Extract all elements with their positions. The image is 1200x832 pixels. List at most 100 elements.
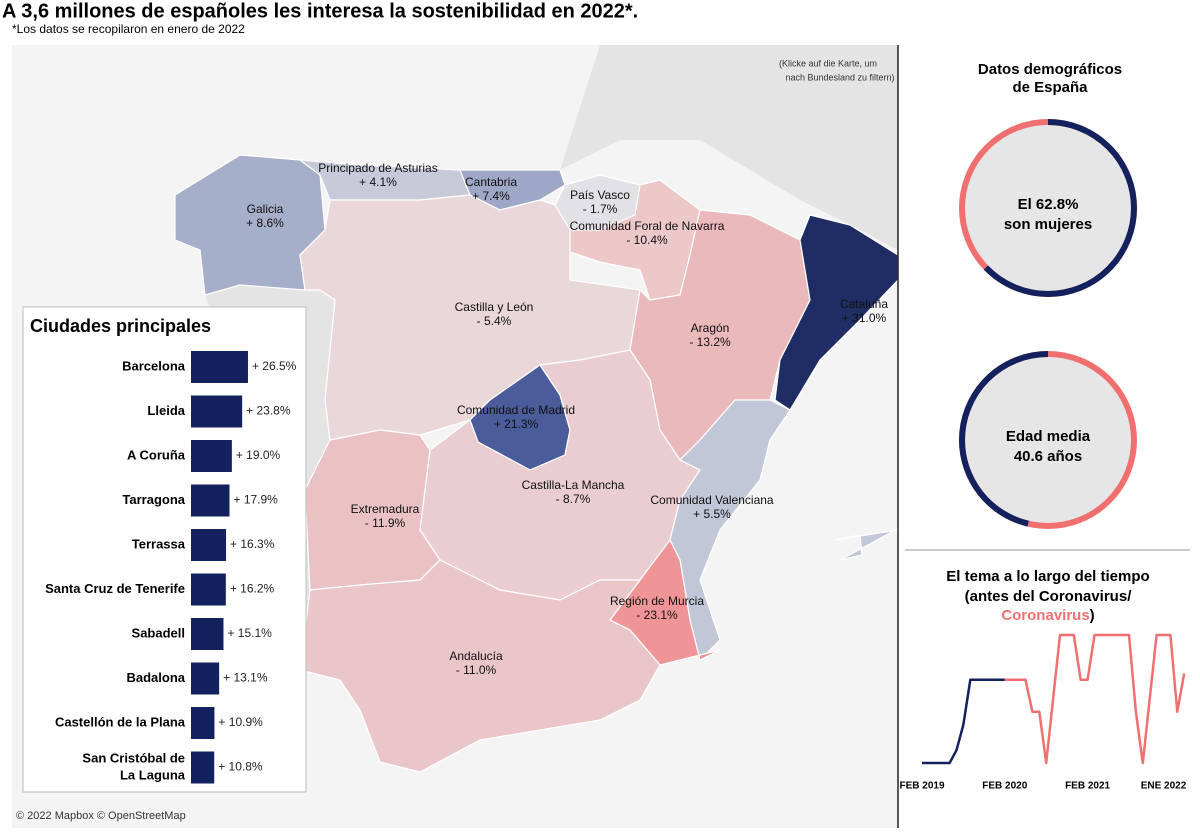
region-value: + 21.3%	[494, 417, 539, 431]
region-name: Cantabria	[465, 175, 517, 189]
bar	[191, 751, 215, 784]
bar	[191, 618, 224, 650]
panel	[22, 306, 307, 793]
bar	[191, 351, 248, 383]
region-value: + 4.1%	[359, 175, 397, 189]
x-tick-label: FEB 2020	[982, 781, 1027, 792]
subtitle: *Los datos se recopilaron en enero de 20…	[12, 22, 245, 36]
region-value: + 31.0%	[842, 311, 887, 325]
value-label: + 17.9%	[233, 493, 278, 507]
bar	[191, 529, 227, 561]
donut-text: Edad media	[1006, 428, 1091, 445]
region-value: + 8.6%	[246, 216, 284, 230]
region[interactable]	[299, 559, 661, 773]
attribution: © 2022 Mapbox © OpenStreetMap	[16, 810, 186, 822]
chart-title: El tema a lo largo del tiempo	[946, 568, 1149, 585]
legend: Coronavirus)	[1001, 607, 1094, 624]
value-label: + 19.0%	[236, 448, 281, 462]
donut-text: 40.6 años	[1014, 448, 1082, 465]
line	[922, 678, 1005, 765]
legend: (antes del Coronavirus/	[965, 588, 1133, 605]
value-label: + 10.8%	[218, 760, 263, 774]
legend-entry: Coronavirus	[1001, 607, 1089, 624]
region-name: País Vasco	[570, 188, 630, 202]
value-label: + 16.3%	[230, 537, 275, 551]
title: A 3,6 millones de españoles les interesa…	[2, 0, 638, 22]
city-label: Lleida	[147, 403, 185, 418]
city-label: Castellón de la Plana	[55, 714, 186, 729]
bar	[191, 395, 243, 428]
line	[1004, 633, 1186, 765]
donut	[959, 119, 1137, 297]
region-labels: Galicia+ 8.6% Principado de Asturias+ 4.1…	[246, 161, 973, 677]
region-name: Castilla y León	[455, 300, 534, 314]
value-label: + 16.2%	[230, 582, 275, 596]
bar	[191, 440, 232, 472]
panel-title: Ciudades principales	[30, 316, 211, 336]
ring	[959, 351, 1137, 529]
legend-punct: )	[1090, 607, 1095, 624]
timeline: FEB 2019 FEB 2020 FEB 2021 ENE 2022	[899, 633, 1187, 792]
region-value: - 11.9%	[365, 516, 406, 530]
region[interactable]	[669, 399, 791, 662]
city-label: Santa Cruz de Tenerife	[45, 581, 185, 596]
value-label: + 10.9%	[218, 715, 263, 729]
city-label: Tarragona	[122, 492, 185, 507]
value-label: + 23.8%	[246, 404, 291, 418]
x-tick-label: FEB 2021	[1065, 781, 1110, 792]
city-label: A Coruña	[127, 447, 186, 462]
region-value: - 13.2%	[689, 335, 731, 349]
region-value: - 1.7%	[583, 202, 618, 216]
regions	[174, 154, 976, 773]
region-value: - 10.4%	[626, 233, 668, 247]
donut-text: El 62.8%	[1018, 196, 1079, 213]
value-label: + 15.1%	[227, 626, 272, 640]
region-value: - 23.1%	[636, 608, 678, 622]
x-tick-label: ENE 2022	[1141, 781, 1187, 792]
bar	[191, 484, 230, 517]
donut-segment	[959, 119, 1137, 297]
region-name: Comunidad de Madrid	[457, 403, 575, 417]
legend-punct: (	[965, 588, 970, 605]
city-label: Badalona	[126, 670, 185, 685]
region[interactable]	[774, 214, 899, 411]
cities-panel: Ciudades principales Barcelona + 26.5% Lle…	[22, 306, 307, 793]
region-value: + 5.5%	[693, 507, 731, 521]
region-name: Región de Murcia	[610, 594, 704, 608]
bar	[191, 573, 226, 606]
legend-punct: /	[1127, 588, 1132, 605]
city-label: San Cristóbal de La Laguna	[82, 751, 185, 783]
region-value: - 8.7%	[556, 492, 591, 506]
region-name: Galicia	[247, 202, 284, 216]
region-name: Comunidad Valenciana	[650, 493, 774, 507]
city-bars: Barcelona + 26.5% Lleida + 23.8% A Coruña + 1…	[45, 351, 297, 784]
region-name: Castilla-La Mancha	[522, 478, 625, 492]
value-label: + 13.1%	[223, 671, 268, 685]
donut-center	[965, 125, 1131, 291]
bar	[191, 662, 220, 695]
donut-center	[965, 357, 1131, 523]
city-label: Sabadell	[132, 625, 185, 640]
region-name: Extremadura	[351, 502, 420, 516]
value-label: + 26.5%	[252, 359, 297, 373]
region-name: Principado de Asturias	[318, 161, 437, 175]
city-label: Barcelona	[122, 358, 186, 373]
legend-entry: antes del Coronavirus	[970, 588, 1128, 605]
map-hint: (Klicke auf die Karte, um	[779, 58, 877, 68]
right-panel: Datos demográficos de España El 62.8% so…	[897, 45, 1200, 832]
region-value: - 5.4%	[477, 314, 512, 328]
region-name: Comunidad Foral de Navarra	[570, 219, 725, 233]
city-label: Terrassa	[132, 536, 186, 551]
map-hint: nach Bundesland zu filtern)	[785, 72, 894, 82]
region-value: + 7.4%	[472, 189, 510, 203]
bar	[191, 707, 215, 739]
region-name: Aragón	[691, 321, 730, 335]
region-name: Cataluña	[840, 297, 888, 311]
region-value: - 11.0%	[456, 663, 497, 677]
x-tick-label: FEB 2019	[899, 781, 944, 792]
donut-text: son mujeres	[1004, 216, 1092, 233]
panel-title: de España	[1012, 79, 1088, 96]
land-france	[560, 45, 898, 250]
